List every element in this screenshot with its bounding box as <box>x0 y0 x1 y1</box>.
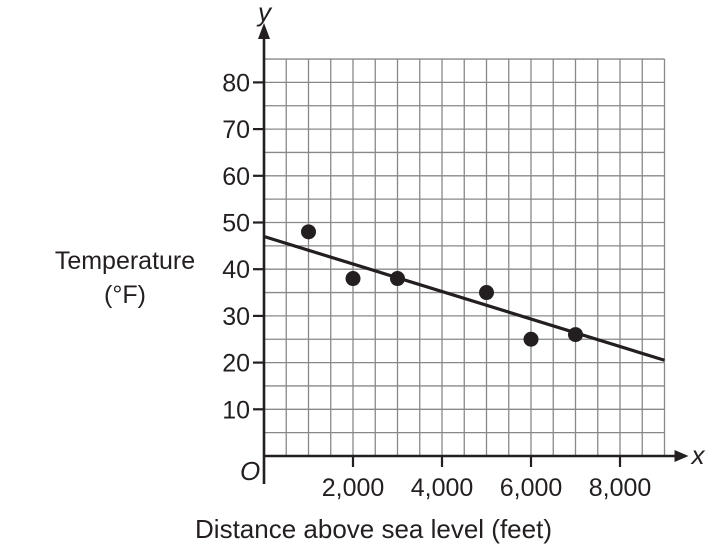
trend-line-group <box>263 234 665 362</box>
tick-labels: x y O 10 20 30 40 50 60 70 80 2,000 4,000 6,000 8,000 <box>222 0 705 502</box>
y-tick-label: 50 <box>222 210 250 238</box>
y-axis-label-line2: (°F) <box>104 281 146 309</box>
grid-lines <box>264 58 666 456</box>
y-tick-label: 60 <box>222 163 250 191</box>
data-points <box>301 224 583 347</box>
origin-label: O <box>240 456 260 486</box>
x-tick-label: 4,000 <box>411 474 474 502</box>
y-tick-label: 70 <box>222 116 250 144</box>
y-axis-variable: y <box>256 0 273 27</box>
y-tick-label: 40 <box>222 256 250 284</box>
trend-line <box>263 234 665 362</box>
y-tick-label: 20 <box>222 350 250 378</box>
y-axis-label: Temperature (°F) <box>30 244 220 312</box>
y-tick-label: 30 <box>222 303 250 331</box>
x-axis-label: Distance above sea level (feet) <box>195 514 552 544</box>
data-point <box>479 285 494 301</box>
y-tick-label: 10 <box>222 396 250 424</box>
x-tick-label: 6,000 <box>500 474 563 502</box>
x-tick-label: 2,000 <box>322 474 385 502</box>
data-point <box>301 224 316 240</box>
x-tick-label: 8,000 <box>589 474 652 502</box>
y-axis-arrow <box>258 23 270 40</box>
y-tick-label: 80 <box>222 69 250 97</box>
y-axis-label-line1: Temperature <box>54 247 196 275</box>
data-point <box>345 271 361 287</box>
x-axis-variable: x <box>690 440 706 470</box>
tick-marks <box>253 81 622 467</box>
x-axis-arrow <box>674 450 689 462</box>
data-point <box>523 331 539 347</box>
data-point <box>390 271 405 287</box>
data-point <box>568 327 583 343</box>
